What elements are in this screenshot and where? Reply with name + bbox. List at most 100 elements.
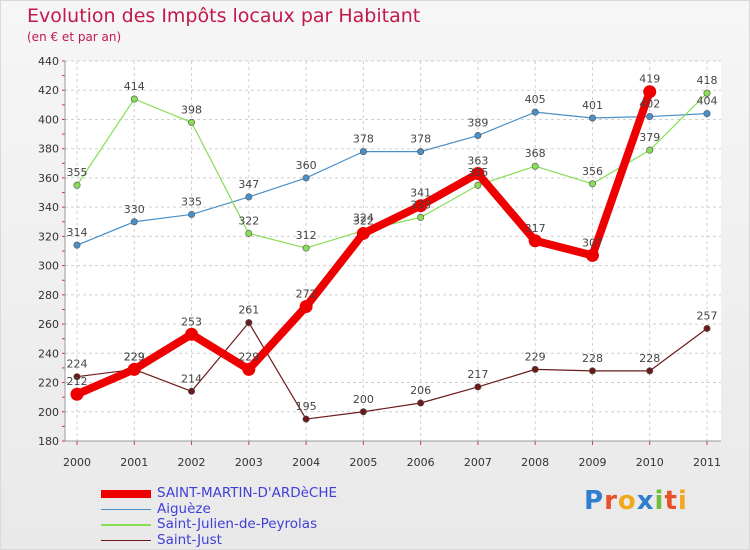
data-point (417, 213, 425, 221)
y-tick-label: 440 (38, 55, 59, 68)
data-label: 257 (697, 309, 718, 322)
data-label: 314 (67, 226, 88, 239)
data-point (73, 373, 81, 381)
data-label: 212 (67, 375, 88, 388)
x-tick-label: 2007 (464, 456, 492, 469)
data-point (130, 95, 138, 103)
logo-letter: i (654, 486, 665, 516)
data-label: 206 (410, 384, 431, 397)
data-point (185, 327, 199, 341)
data-point (646, 367, 654, 375)
data-label: 401 (582, 99, 603, 112)
x-tick-label: 2000 (63, 456, 91, 469)
data-label: 229 (238, 350, 259, 363)
legend-item: Aiguèze (101, 500, 337, 518)
data-point (130, 218, 138, 226)
data-label: 322 (353, 214, 374, 227)
data-label: 335 (181, 195, 202, 208)
data-label: 228 (582, 352, 603, 365)
data-label: 333 (410, 198, 431, 211)
data-point (73, 241, 81, 249)
data-point (703, 110, 711, 118)
data-point (245, 319, 253, 327)
legend-swatch (101, 508, 151, 510)
data-point (531, 162, 539, 170)
x-tick-label: 2001 (120, 456, 148, 469)
data-point (188, 387, 196, 395)
series-line-aigu-ze (76, 111, 708, 246)
x-tick-label: 2006 (407, 456, 435, 469)
logo-letter: o (617, 486, 637, 516)
data-point (474, 181, 482, 189)
x-tick-label: 2002 (178, 456, 206, 469)
data-label: 324 (353, 212, 374, 225)
y-tick-label: 320 (38, 230, 59, 243)
data-point (242, 362, 256, 376)
data-point (528, 234, 542, 248)
data-label: 347 (238, 178, 259, 191)
data-point (531, 365, 539, 373)
data-point (356, 226, 370, 240)
proxiti-logo: Proxiti (584, 486, 688, 516)
y-tick-label: 340 (38, 201, 59, 214)
data-label: 360 (296, 159, 317, 172)
logo-letter: i (677, 486, 688, 516)
y-tick-label: 260 (38, 318, 59, 331)
data-point (359, 408, 367, 416)
data-label: 378 (410, 133, 431, 146)
legend-item: SAINT-MARTIN-D'ARDèCHE (101, 486, 337, 502)
legend-label: Aiguèze (157, 500, 211, 517)
data-label: 317 (525, 222, 546, 235)
logo-letter: x (636, 486, 655, 516)
data-point (703, 324, 711, 332)
chart-subtitle: (en € et par an) (27, 30, 122, 44)
data-label: 355 (467, 166, 488, 179)
data-point (531, 108, 539, 116)
legend: SAINT-MARTIN-D'ARDèCHE Aiguèze Saint-Julie… (101, 486, 337, 548)
data-point (474, 383, 482, 391)
data-point (302, 174, 310, 182)
data-label: 355 (67, 166, 88, 179)
x-tick-label: 2010 (636, 456, 664, 469)
y-tick-label: 300 (38, 260, 59, 273)
data-label: 224 (67, 358, 88, 371)
data-label: 200 (353, 393, 374, 406)
data-label: 253 (181, 315, 202, 328)
data-label: 322 (238, 214, 259, 227)
data-point (474, 132, 482, 140)
logo-letter: r (604, 486, 618, 516)
x-tick-label: 2008 (521, 456, 549, 469)
data-point (73, 181, 81, 189)
data-label: 341 (410, 187, 431, 200)
y-tick-label: 360 (38, 172, 59, 185)
data-point (588, 367, 596, 375)
data-point (299, 300, 313, 314)
logo-letter: t (664, 486, 678, 516)
legend-item: Saint-Julien-de-Peyrolas (101, 517, 337, 533)
data-label: 368 (525, 147, 546, 160)
data-point (417, 399, 425, 407)
y-tick-label: 420 (38, 84, 59, 97)
data-label: 229 (124, 350, 145, 363)
data-point (70, 387, 84, 401)
data-label: 363 (467, 155, 488, 168)
y-tick-label: 220 (38, 377, 59, 390)
legend-label: SAINT-MARTIN-D'ARDèCHE (157, 485, 338, 502)
legend-swatch (101, 524, 151, 526)
data-label: 418 (697, 74, 718, 87)
legend-swatch (101, 539, 151, 541)
data-label: 419 (639, 73, 660, 86)
data-point (703, 89, 711, 97)
data-label: 214 (181, 372, 202, 385)
x-tick-label: 2005 (349, 456, 377, 469)
data-label: 378 (353, 133, 374, 146)
data-point (588, 114, 596, 122)
x-tick-label: 2003 (235, 456, 263, 469)
data-label: 229 (124, 350, 145, 363)
chart-title: Evolution des Impôts locaux par Habitant (27, 5, 421, 27)
data-point (585, 248, 599, 262)
data-label: 356 (582, 165, 603, 178)
logo-letter: P (584, 486, 605, 516)
